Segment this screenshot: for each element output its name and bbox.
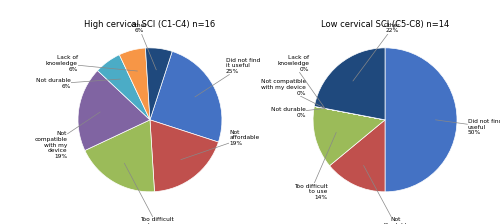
Text: Other
6%: Other 6%	[131, 23, 156, 70]
Text: Other
22%: Other 22%	[353, 23, 401, 81]
Wedge shape	[85, 120, 154, 192]
Text: Not durable
6%: Not durable 6%	[36, 78, 120, 89]
Wedge shape	[314, 48, 385, 120]
Wedge shape	[150, 51, 222, 142]
Text: Not compatible
with my device
0%: Not compatible with my device 0%	[260, 79, 325, 108]
Text: Not
affordable
19%: Not affordable 19%	[181, 129, 260, 160]
Text: Did not find
it useful
25%: Did not find it useful 25%	[195, 58, 260, 97]
Wedge shape	[150, 120, 218, 192]
Text: Lack of
knowledge
0%: Lack of knowledge 0%	[278, 55, 325, 108]
Text: Not
affordable
14%: Not affordable 14%	[364, 166, 411, 224]
Title: High cervical SCI (C1-C4) n=16: High cervical SCI (C1-C4) n=16	[84, 20, 216, 29]
Title: Low cervical SCI (C5-C8) n=14: Low cervical SCI (C5-C8) n=14	[321, 20, 449, 29]
Wedge shape	[330, 120, 385, 192]
Text: Lack of
knowledge
6%: Lack of knowledge 6%	[46, 55, 138, 72]
Text: Did not find it
useful
50%: Did not find it useful 50%	[436, 119, 500, 135]
Text: Not
compatible
with my
device
19%: Not compatible with my device 19%	[34, 112, 100, 159]
Wedge shape	[314, 106, 385, 120]
Wedge shape	[98, 55, 150, 120]
Text: Not durable
0%: Not durable 0%	[271, 107, 325, 118]
Text: Too difficult
to use
19%: Too difficult to use 19%	[124, 163, 174, 224]
Wedge shape	[313, 106, 385, 166]
Wedge shape	[146, 48, 172, 120]
Wedge shape	[314, 106, 385, 120]
Text: Too difficult
to use
14%: Too difficult to use 14%	[294, 132, 336, 200]
Wedge shape	[78, 71, 150, 151]
Wedge shape	[314, 106, 385, 120]
Wedge shape	[385, 48, 457, 192]
Wedge shape	[120, 48, 150, 120]
